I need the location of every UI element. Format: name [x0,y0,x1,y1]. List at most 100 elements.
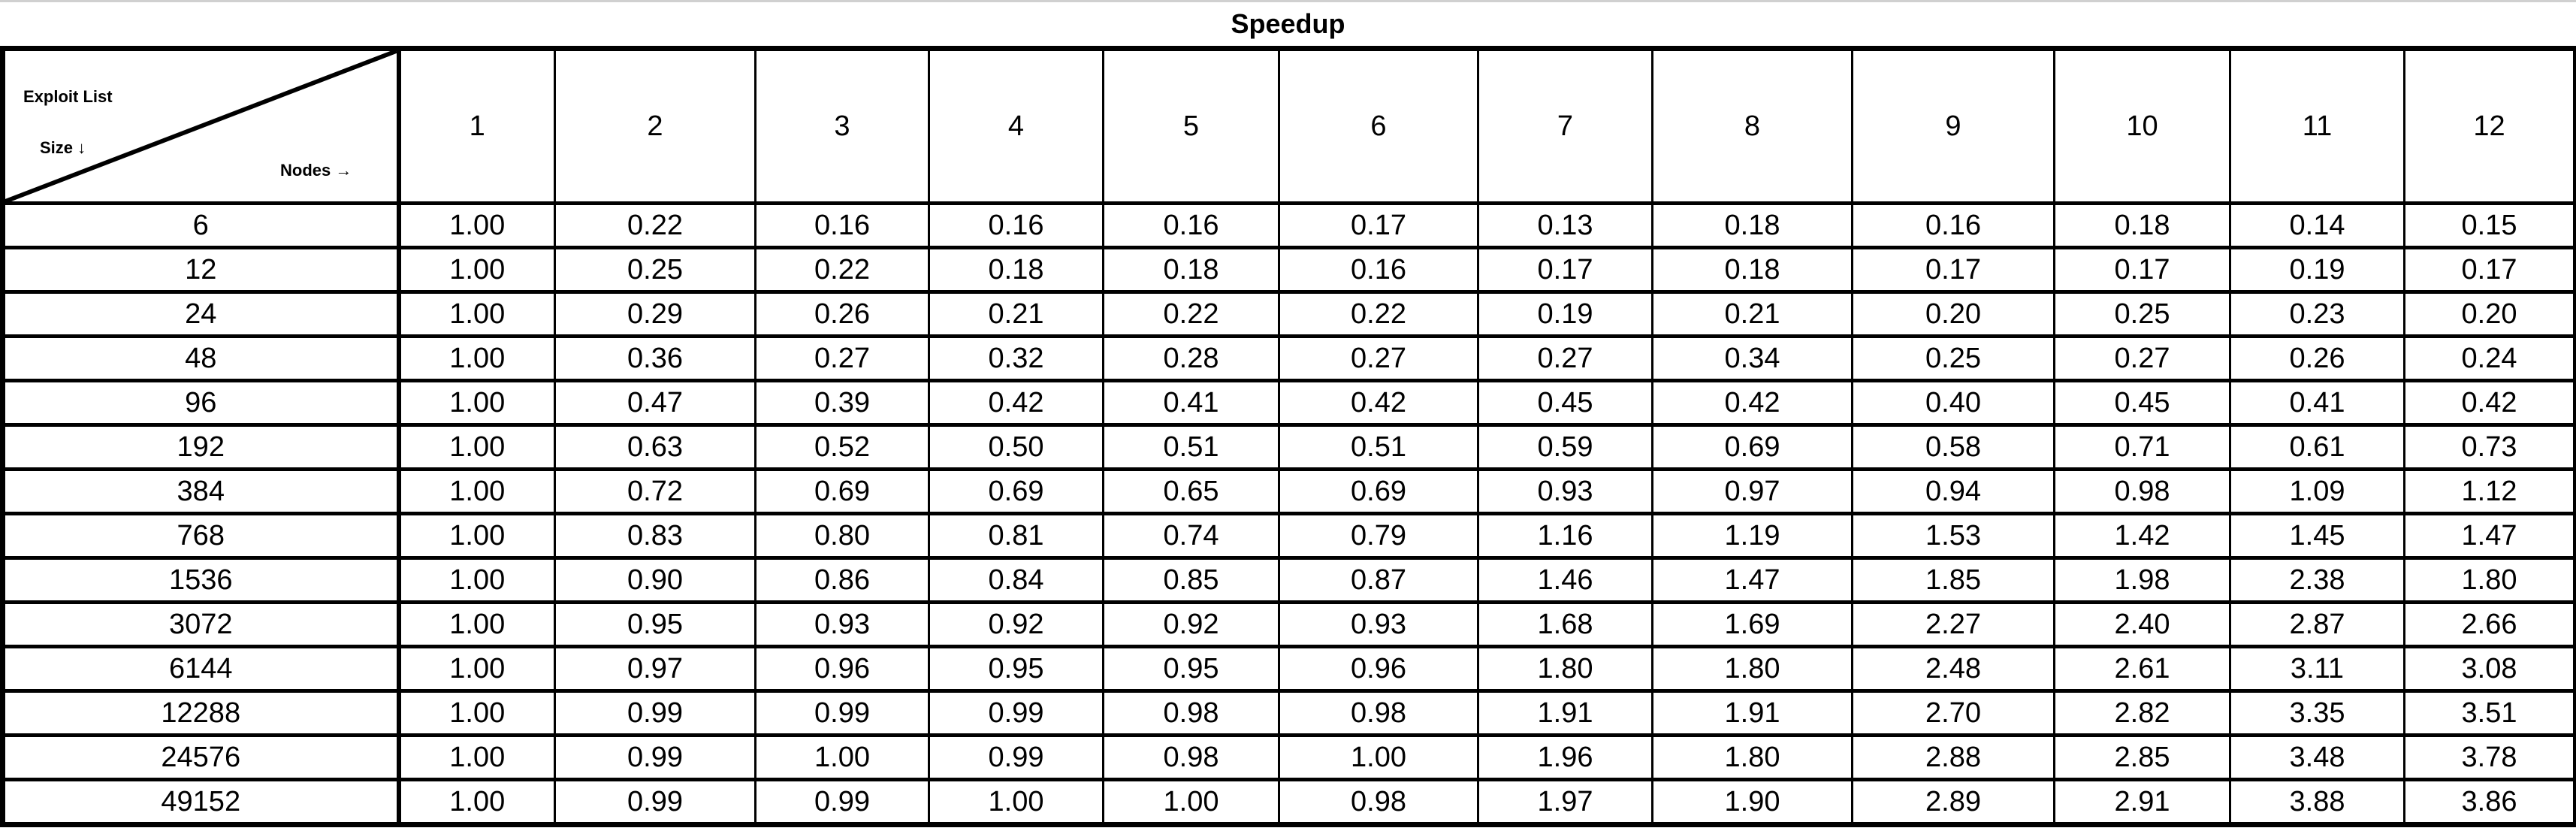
speedup-cell: 3.88 [2229,778,2405,826]
speedup-cell: 0.17 [1278,201,1479,249]
speedup-cell: 0.79 [1278,512,1479,560]
speedup-cell: 0.96 [1278,645,1479,693]
row-header-size: 6144 [2,645,401,693]
speedup-cell: 0.97 [554,645,756,693]
speedup-cell: 3.48 [2229,733,2405,781]
speedup-cell: 1.00 [1278,733,1479,781]
speedup-cell: 3.08 [2403,645,2576,693]
speedup-cell: 1.00 [928,778,1104,826]
speedup-cell: 0.96 [754,645,930,693]
speedup-cell: 0.95 [1102,645,1280,693]
speedup-cell: 0.42 [1651,379,1853,427]
speedup-cell: 1.97 [1477,778,1653,826]
speedup-cell: 0.98 [1278,689,1479,737]
speedup-cell: 0.42 [1278,379,1479,427]
speedup-cell: 1.00 [397,246,556,294]
speedup-cell: 0.97 [1651,467,1853,515]
speedup-cell: 2.48 [1851,645,2055,693]
column-header-nodes-4: 4 [928,47,1104,205]
column-header-nodes-12: 12 [2403,47,2576,205]
row-header-size: 24576 [2,733,401,781]
speedup-cell: 1.00 [397,423,556,471]
speedup-cell: 0.15 [2403,201,2576,249]
table-row: 768 1.00 0.83 0.80 0.81 0.74 0.79 1.16 1.19 1.53 1… [2,512,2576,560]
header-row: Exploit List Size ↓ Nodes → 1 2 3 4 5 6 7 8 9 10 1… [2,47,2576,205]
speedup-cell: 0.50 [928,423,1104,471]
speedup-cell: 1.42 [2053,512,2231,560]
speedup-cell: 0.16 [1278,246,1479,294]
speedup-cell: 0.27 [2053,334,2231,382]
speedup-cell: 1.91 [1651,689,1853,737]
speedup-cell: 1.80 [1651,733,1853,781]
column-header-nodes-8: 8 [1651,47,1853,205]
speedup-cell: 1.90 [1651,778,1853,826]
speedup-cell: 0.39 [754,379,930,427]
speedup-cell: 1.00 [397,201,556,249]
column-header-nodes-7: 7 [1477,47,1653,205]
speedup-cell: 0.18 [928,246,1104,294]
speedup-cell: 1.80 [1651,645,1853,693]
speedup-cell: 0.98 [1278,778,1479,826]
table-row: 384 1.00 0.72 0.69 0.69 0.65 0.69 0.93 0.97 0.94 0… [2,467,2576,515]
speedup-cell: 0.85 [1102,556,1280,604]
speedup-cell: 0.98 [1102,733,1280,781]
speedup-cell: 0.22 [1278,290,1479,338]
speedup-cell: 0.94 [1851,467,2055,515]
speedup-cell: 0.73 [2403,423,2576,471]
speedup-cell: 0.27 [754,334,930,382]
speedup-cell: 0.61 [2229,423,2405,471]
table-row: 24576 1.00 0.99 1.00 0.99 0.98 1.00 1.96 1.80 2.8… [2,733,2576,781]
row-header-size: 384 [2,467,401,515]
speedup-cell: 0.59 [1477,423,1653,471]
column-axis-label: Nodes → [280,161,352,180]
row-header-size: 768 [2,512,401,560]
speedup-cell: 0.18 [1102,246,1280,294]
speedup-cell: 3.11 [2229,645,2405,693]
speedup-cell: 3.78 [2403,733,2576,781]
column-header-nodes-6: 6 [1278,47,1479,205]
speedup-cell: 1.53 [1851,512,2055,560]
row-header-size: 49152 [2,778,401,826]
speedup-cell: 0.95 [554,600,756,648]
column-header-nodes-10: 10 [2053,47,2231,205]
table-row: 49152 1.00 0.99 0.99 1.00 1.00 0.98 1.97 1.90 2.8… [2,778,2576,826]
speedup-cell: 1.16 [1477,512,1653,560]
table-row: 6144 1.00 0.97 0.96 0.95 0.95 0.96 1.80 1.80 2.48… [2,645,2576,693]
speedup-cell: 0.25 [1851,334,2055,382]
speedup-cell: 1.85 [1851,556,2055,604]
speedup-cell: 0.25 [554,246,756,294]
speedup-cell: 1.00 [1102,778,1280,826]
speedup-cell: 0.27 [1477,334,1653,382]
speedup-cell: 0.69 [754,467,930,515]
speedup-cell: 0.93 [1477,467,1653,515]
speedup-cell: 0.19 [1477,290,1653,338]
speedup-cell: 0.51 [1278,423,1479,471]
speedup-cell: 1.96 [1477,733,1653,781]
row-header-size: 48 [2,334,401,382]
speedup-cell: 0.18 [2053,201,2231,249]
table-row: 48 1.00 0.36 0.27 0.32 0.28 0.27 0.27 0.34 0.25 0.… [2,334,2576,382]
speedup-cell: 0.58 [1851,423,2055,471]
speedup-cell: 0.16 [1851,201,2055,249]
speedup-cell: 1.80 [2403,556,2576,604]
table-row: 6 1.00 0.22 0.16 0.16 0.16 0.17 0.13 0.18 0.16 0.1… [2,201,2576,249]
speedup-cell: 0.93 [754,600,930,648]
speedup-cell: 2.89 [1851,778,2055,826]
speedup-cell: 0.63 [554,423,756,471]
column-header-nodes-5: 5 [1102,47,1280,205]
speedup-cell: 0.65 [1102,467,1280,515]
speedup-cell: 0.45 [2053,379,2231,427]
speedup-cell: 0.99 [554,689,756,737]
speedup-cell: 2.38 [2229,556,2405,604]
speedup-cell: 1.00 [397,290,556,338]
speedup-cell: 1.12 [2403,467,2576,515]
column-header-nodes-2: 2 [554,47,756,205]
speedup-cell: 2.87 [2229,600,2405,648]
speedup-cell: 0.71 [2053,423,2231,471]
speedup-cell: 0.93 [1278,600,1479,648]
table-row: 12288 1.00 0.99 0.99 0.99 0.98 0.98 1.91 1.91 2.7… [2,689,2576,737]
row-header-size: 192 [2,423,401,471]
speedup-cell: 0.69 [928,467,1104,515]
speedup-cell: 1.00 [397,379,556,427]
speedup-cell: 0.92 [928,600,1104,648]
